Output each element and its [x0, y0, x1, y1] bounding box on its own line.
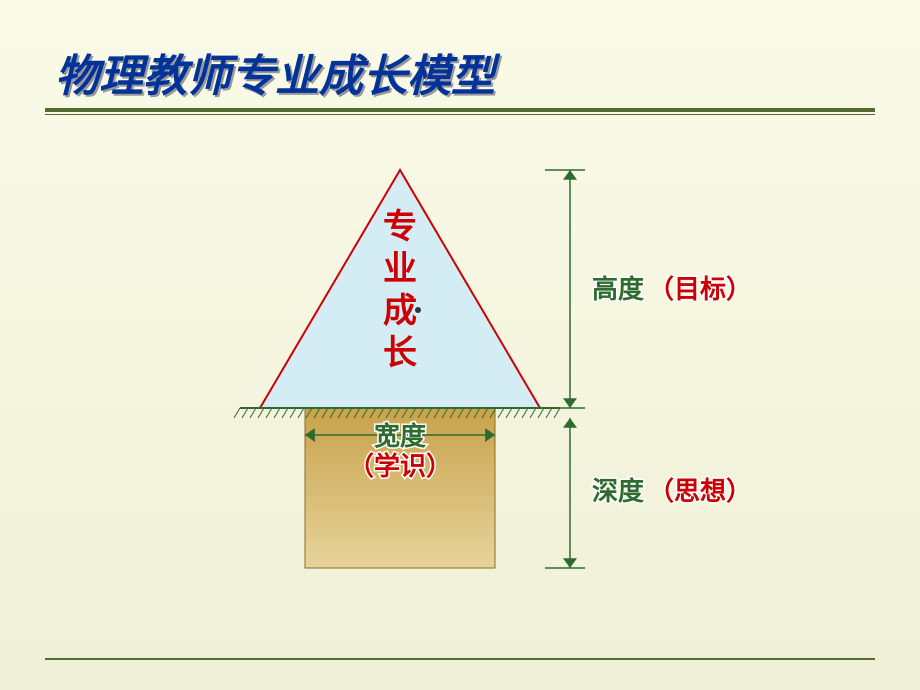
dimension-height: 高度（目标） — [545, 170, 752, 408]
svg-text:高度: 高度 — [592, 274, 644, 304]
svg-text:宽度: 宽度 — [374, 421, 426, 451]
title-underline-thin — [45, 114, 875, 115]
svg-text:（目标）: （目标） — [648, 275, 752, 304]
svg-text:业: 业 — [383, 250, 417, 288]
svg-text:深度: 深度 — [592, 476, 644, 506]
bottom-rule — [45, 658, 875, 660]
svg-text:成: 成 — [383, 292, 417, 330]
dimension-depth: 深度（思想） — [545, 418, 752, 568]
title-underline-thick — [45, 108, 875, 112]
svg-text:长: 长 — [383, 334, 417, 372]
slide-title: 物理教师专业成长模型 — [55, 40, 495, 104]
center-dot — [415, 307, 421, 313]
svg-text:（思想）: （思想） — [648, 477, 752, 506]
svg-text:专: 专 — [383, 208, 417, 246]
growth-triangle — [260, 170, 540, 408]
svg-text:（学识）: （学识） — [348, 451, 452, 481]
growth-model-diagram: 专业成长 高度（目标） 深度（思想） 宽度（学识） — [160, 160, 780, 630]
